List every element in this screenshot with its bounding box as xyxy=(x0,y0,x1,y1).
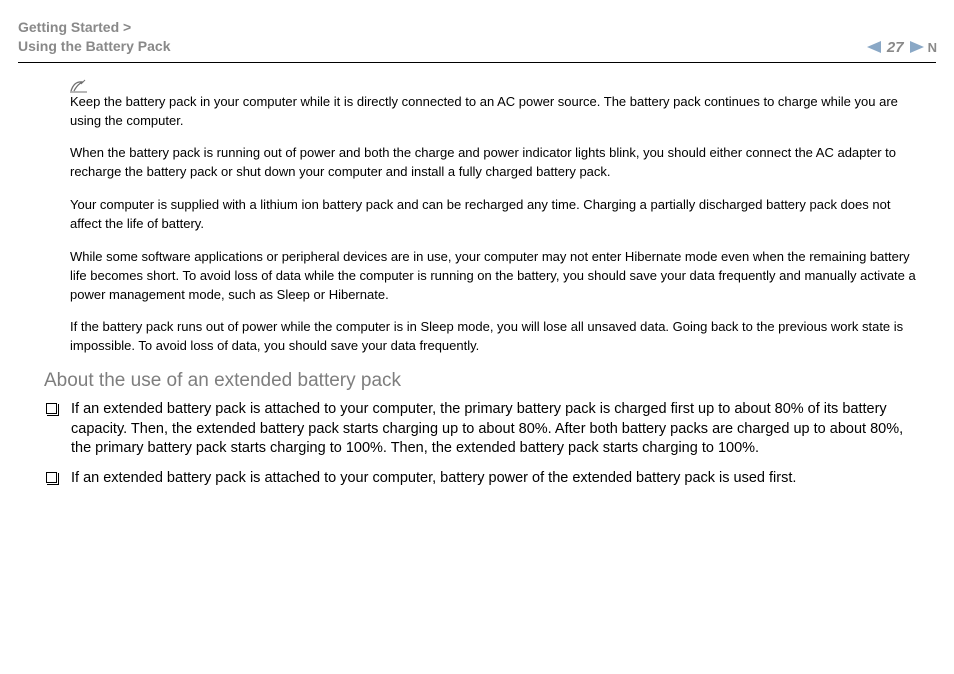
bullet-text: If an extended battery pack is attached … xyxy=(71,469,796,489)
n-label: N xyxy=(928,40,936,55)
page-header: Getting Started > Using the Battery Pack… xyxy=(10,0,944,60)
document-page: Getting Started > Using the Battery Pack… xyxy=(0,0,954,674)
section-heading: About the use of an extended battery pac… xyxy=(44,370,920,392)
page-body: Keep the battery pack in your computer w… xyxy=(10,63,944,489)
note-paragraph: When the battery pack is running out of … xyxy=(70,144,920,182)
breadcrumb: Getting Started > Using the Battery Pack xyxy=(18,18,171,56)
note-icon xyxy=(70,79,920,93)
note-paragraph: If the battery pack runs out of power wh… xyxy=(70,318,920,356)
breadcrumb-line1: Getting Started > xyxy=(18,18,171,37)
note-paragraph: While some software applications or peri… xyxy=(70,248,920,305)
page-number: 27 xyxy=(887,39,904,56)
bullet-text: If an extended battery pack is attached … xyxy=(71,400,920,459)
page-number-group: 27 N xyxy=(867,39,936,56)
next-page-arrow-icon[interactable] xyxy=(910,41,924,53)
list-item: If an extended battery pack is attached … xyxy=(46,400,920,459)
list-item: If an extended battery pack is attached … xyxy=(46,469,920,489)
bullet-icon xyxy=(46,472,57,483)
breadcrumb-line2: Using the Battery Pack xyxy=(18,37,171,56)
prev-page-arrow-icon[interactable] xyxy=(867,41,881,53)
bullet-icon xyxy=(46,403,57,414)
bullet-list: If an extended battery pack is attached … xyxy=(46,400,920,488)
note-paragraph: Your computer is supplied with a lithium… xyxy=(70,196,920,234)
note-paragraph: Keep the battery pack in your computer w… xyxy=(70,93,920,131)
